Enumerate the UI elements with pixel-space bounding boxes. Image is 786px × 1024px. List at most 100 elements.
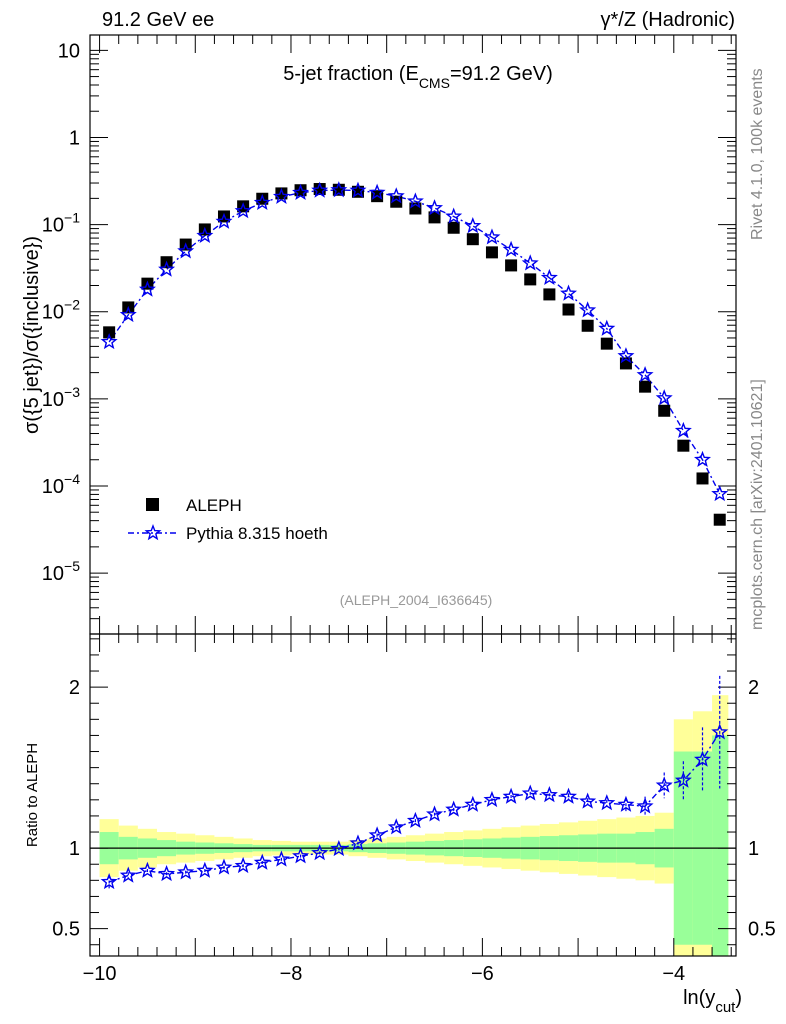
ratio-point — [521, 784, 539, 801]
pythia-point — [215, 212, 233, 229]
pythia-point — [368, 183, 386, 200]
y-tick-label: 10−3 — [42, 384, 80, 411]
x-axis-label-tail: ) — [735, 987, 742, 1009]
ratio-point — [368, 826, 386, 843]
pythia-point — [119, 305, 137, 323]
pythia-point — [445, 207, 463, 224]
pythia-line — [108, 189, 721, 495]
y-tick-base: 10 — [42, 563, 64, 585]
chart-title-sub: CMS — [419, 75, 450, 91]
ratio-point — [711, 723, 729, 740]
x-axis-label-sub: cut — [715, 999, 736, 1016]
y-tick-exp: −5 — [64, 558, 80, 574]
ratio-point — [311, 844, 329, 861]
pythia-point — [330, 181, 348, 198]
pythia-point — [483, 228, 501, 245]
ratio-y-tick-label-right: 1 — [748, 838, 759, 860]
pythia-point — [272, 187, 290, 204]
y-tick-label: 1 — [69, 127, 80, 149]
ratio-point — [177, 863, 195, 880]
mcplots-label: mcplots.cern.ch [arXiv:2401.10621] — [749, 379, 766, 630]
ratio-point — [158, 864, 176, 882]
pythia-series-line — [108, 189, 721, 495]
y-tick-base: 10 — [58, 40, 80, 62]
pythia-point — [253, 193, 271, 211]
y-tick-exp: −4 — [64, 471, 80, 487]
legend-aleph-marker — [146, 498, 159, 511]
pythia-point — [406, 192, 424, 209]
ratio-point — [560, 787, 578, 804]
ratio-point — [540, 786, 558, 803]
x-axis-label: ln(ycut) — [683, 987, 742, 1016]
pythia-point — [711, 485, 729, 502]
aleph-point — [275, 187, 288, 200]
ratio-point — [138, 861, 156, 878]
ratio-y-tick-labels: 0.5 0.5 1 1 2 2 — [52, 677, 776, 941]
ratio-y-tick-label-left: 0.5 — [52, 919, 80, 941]
pythia-point — [158, 260, 176, 277]
ratio-point — [483, 790, 501, 808]
pythia-point — [311, 181, 329, 198]
ratio-point — [426, 805, 444, 822]
ratio-series-line — [108, 731, 721, 883]
pythia-point — [502, 240, 520, 257]
aleph-point — [505, 259, 518, 272]
x-tick-label: −10 — [83, 963, 117, 985]
x-tick-label: −8 — [280, 963, 303, 985]
aleph-point — [428, 211, 441, 224]
ratio-point — [694, 750, 712, 767]
aleph-point — [696, 472, 709, 485]
y-tick-base: 1 — [69, 127, 80, 149]
ratio-point — [253, 853, 271, 870]
pythia-point — [560, 284, 578, 301]
y-tick-label: 10−1 — [42, 210, 80, 237]
pythia-point — [387, 187, 405, 204]
pythia-point — [100, 332, 118, 350]
y-tick-exp: −1 — [64, 210, 80, 226]
ratio-ticks — [90, 634, 736, 956]
y-axis-label: σ({5 jet})/σ({inclusive}) — [21, 236, 43, 434]
pythia-point — [464, 216, 482, 234]
pythia-point — [693, 450, 712, 467]
ratio-y-axis-label: Ratio to ALEPH — [24, 743, 41, 847]
ratio-band-green — [712, 735, 729, 956]
aleph-point — [466, 233, 479, 246]
pythia-point — [617, 347, 635, 364]
legend-star-shape — [144, 524, 162, 541]
pythia-point — [138, 280, 156, 297]
aleph-point — [543, 288, 556, 301]
ratio-frame — [89, 633, 737, 957]
aleph-point — [658, 404, 671, 417]
aleph-point — [581, 319, 594, 332]
ratio-point — [349, 834, 367, 851]
ratio-y-tick-label-left: 1 — [69, 838, 80, 860]
header-left: 91.2 GeV ee — [102, 9, 214, 31]
ratio-line — [108, 731, 721, 883]
y-tick-base: 10 — [42, 302, 64, 324]
x-axis-label-main: ln(y — [683, 987, 715, 1009]
ratio-point — [445, 800, 463, 817]
analysis-label: (ALEPH_2004_I636645) — [340, 592, 493, 608]
pythia-point — [636, 366, 654, 383]
pythia-point — [655, 389, 673, 406]
ratio-points — [100, 675, 729, 890]
pythia-point — [674, 421, 692, 439]
x-tick-label: −6 — [471, 963, 494, 985]
ratio-point — [215, 858, 233, 875]
legend-pythia-label: Pythia 8.315 hoeth — [186, 524, 328, 543]
ratio-y-tick-label-left: 2 — [69, 677, 80, 699]
pythia-point — [579, 301, 597, 318]
aleph-point — [639, 380, 652, 393]
ratio-point — [406, 811, 424, 828]
ratio-point — [502, 787, 520, 804]
legend-aleph-label: ALEPH — [186, 496, 242, 515]
ratio-point — [387, 818, 405, 835]
aleph-point — [713, 513, 726, 526]
aleph-point — [447, 221, 460, 234]
ratio-y-tick-label-right: 0.5 — [748, 919, 776, 941]
pythia-point — [540, 268, 558, 286]
y-tick-exp: −3 — [64, 384, 80, 400]
